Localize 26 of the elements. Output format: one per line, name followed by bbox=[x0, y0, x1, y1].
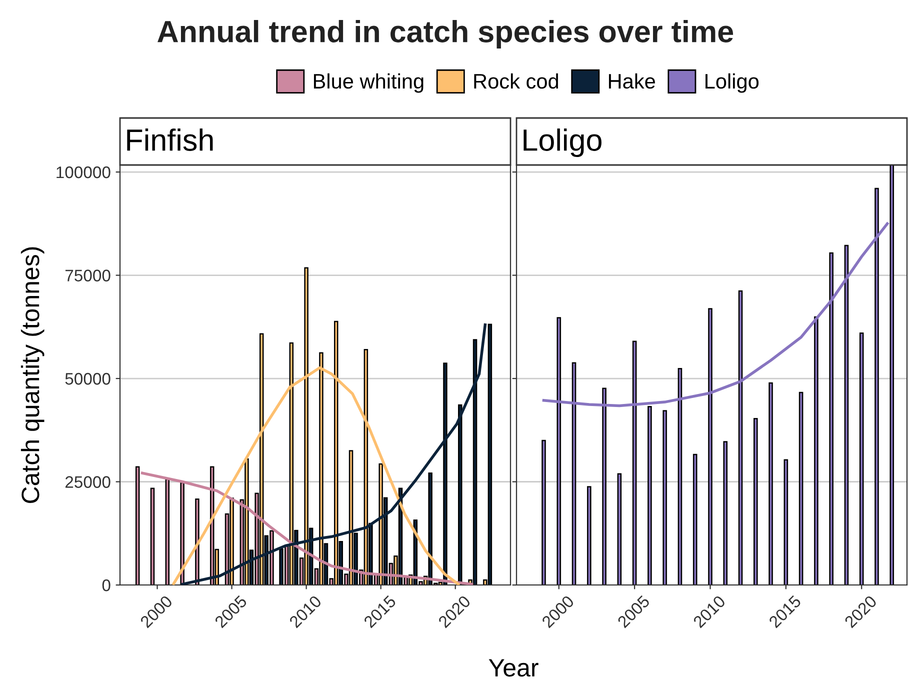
y-axis-title: Catch quantity (tonnes) bbox=[20, 247, 44, 503]
legend-label: Blue whiting bbox=[314, 73, 424, 93]
bar bbox=[723, 441, 728, 585]
bar bbox=[542, 440, 546, 585]
bar bbox=[798, 392, 804, 585]
bar bbox=[617, 473, 622, 585]
chart-subtitle: Finfish bbox=[127, 128, 213, 151]
bar bbox=[662, 410, 667, 585]
bar bbox=[784, 459, 788, 585]
bar bbox=[754, 418, 758, 585]
bar bbox=[587, 486, 592, 585]
bar bbox=[692, 454, 698, 585]
bar bbox=[150, 488, 155, 585]
x-axis-title: Year bbox=[488, 659, 538, 677]
legend-label: Rock cod bbox=[474, 73, 558, 89]
bar bbox=[768, 382, 773, 585]
y-tick-label: 75000 bbox=[65, 270, 110, 282]
legend-label: Hake bbox=[608, 73, 655, 89]
chart-subtitle: Loligo bbox=[524, 128, 602, 157]
chart-title: Annual trend in catch species over time bbox=[158, 20, 734, 48]
y-tick-label: 0 bbox=[102, 579, 110, 592]
y-tick-label: 100000 bbox=[56, 166, 110, 178]
bar bbox=[859, 332, 864, 585]
legend-label: Loligo bbox=[706, 73, 759, 93]
y-tick-label: 25000 bbox=[65, 476, 110, 488]
y-tick-label: 50000 bbox=[65, 372, 110, 385]
